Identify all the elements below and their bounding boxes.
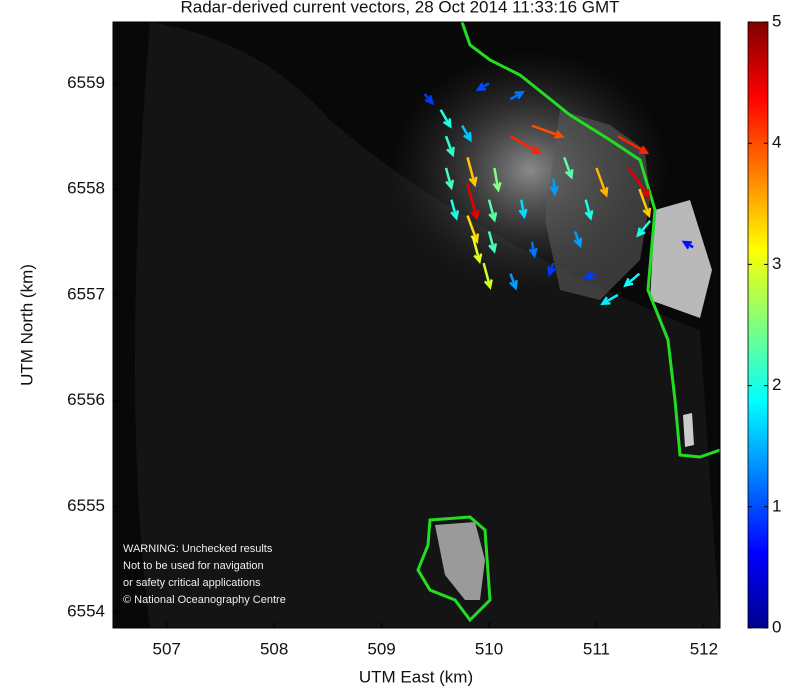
x-tick-label: 510 xyxy=(475,639,503,658)
current-vector xyxy=(509,135,542,155)
current-vector xyxy=(471,236,483,265)
y-tick-label: 6559 xyxy=(67,73,105,92)
current-vector xyxy=(681,240,694,250)
current-vector xyxy=(444,135,455,158)
current-vector xyxy=(444,167,455,191)
current-vector xyxy=(582,271,597,280)
x-tick-label: 508 xyxy=(260,639,288,658)
plot-frame xyxy=(112,21,721,629)
current-vector xyxy=(423,93,434,106)
x-tick-label: 511 xyxy=(583,639,610,658)
current-vector xyxy=(617,135,650,155)
colorbar-tick-label: 5 xyxy=(772,11,781,30)
current-vector xyxy=(623,272,641,288)
colorbar-tick-label: 4 xyxy=(772,133,781,152)
y-tick-label: 6555 xyxy=(67,496,105,515)
current-vector xyxy=(584,199,594,221)
current-vector xyxy=(528,241,538,259)
current-vector xyxy=(482,262,493,290)
current-vector xyxy=(518,199,528,220)
current-vector xyxy=(492,167,502,193)
colorbar xyxy=(747,21,769,629)
current-vector xyxy=(509,90,525,101)
x-tick-label: 507 xyxy=(153,639,181,658)
current-vector xyxy=(487,199,498,223)
current-vector xyxy=(573,230,583,249)
y-tick-label: 6557 xyxy=(67,284,105,303)
current-vector xyxy=(549,178,559,197)
current-vector xyxy=(547,262,556,277)
current-vector xyxy=(595,167,609,198)
radar-image xyxy=(113,22,720,628)
y-tick-label: 6556 xyxy=(67,390,105,409)
current-vector xyxy=(487,231,498,254)
x-tick-label: 512 xyxy=(690,639,718,658)
current-vector xyxy=(600,293,619,306)
current-vector xyxy=(475,82,490,91)
current-vector xyxy=(466,183,480,221)
warning-text: or safety critical applications xyxy=(123,577,261,589)
colorbar-tick-label: 0 xyxy=(772,617,781,636)
current-vector xyxy=(450,199,460,221)
current-vector xyxy=(509,273,518,291)
warning-text: Not to be used for navigation xyxy=(123,560,264,572)
chart-title: Radar-derived current vectors, 28 Oct 20… xyxy=(180,0,619,16)
colorbar-tick-label: 1 xyxy=(772,496,781,515)
current-vector xyxy=(627,167,651,200)
current-vector xyxy=(466,157,478,188)
current-vector xyxy=(638,188,652,219)
y-tick-label: 6558 xyxy=(67,179,105,198)
current-vector xyxy=(439,109,452,129)
colorbar-tick-label: 2 xyxy=(772,375,781,394)
y-tick-label: 6554 xyxy=(67,602,105,621)
colorbar-tick-label: 3 xyxy=(772,254,781,273)
current-vector xyxy=(563,156,574,180)
x-axis-label: UTM East (km) xyxy=(359,667,473,686)
current-vector xyxy=(636,220,652,238)
warning-text: WARNING: Unchecked results xyxy=(123,543,273,555)
x-tick-label: 509 xyxy=(367,639,395,658)
current-vector xyxy=(531,124,565,139)
y-axis-label: UTM North (km) xyxy=(17,264,36,386)
current-vector xyxy=(461,125,472,143)
warning-text: © National Oceanography Centre xyxy=(123,594,286,606)
